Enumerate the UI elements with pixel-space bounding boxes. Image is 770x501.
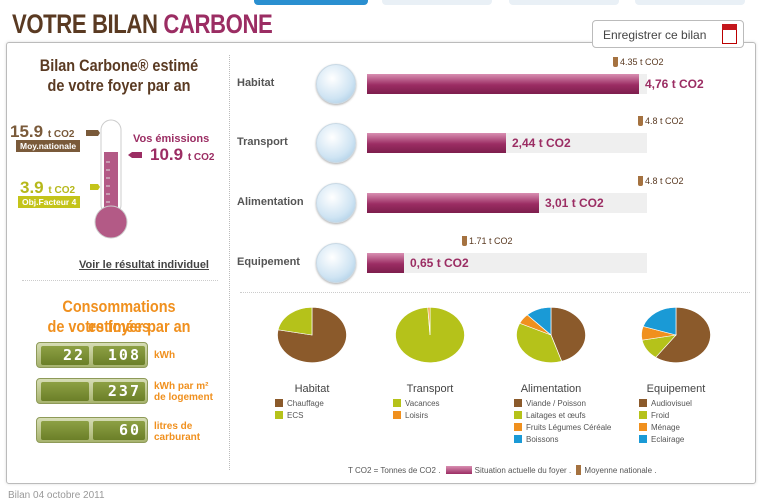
legend-item: ECS bbox=[275, 410, 324, 422]
pie-slice bbox=[655, 307, 711, 363]
legend-item: Froid bbox=[639, 410, 692, 422]
tab-2[interactable] bbox=[382, 0, 492, 5]
pie-slice bbox=[642, 307, 677, 336]
national-average-mark: 1.71 t CO2 bbox=[462, 236, 513, 246]
legend-item: Laitages et œufs bbox=[514, 410, 611, 422]
page-title: VOTRE BILAN CARBONE bbox=[12, 9, 273, 39]
objective-value: 3.9 t CO2 bbox=[20, 178, 76, 197]
national-average-label: Moy.nationale bbox=[16, 140, 81, 152]
legend-item: Eclairage bbox=[639, 434, 692, 446]
bar-equipement bbox=[367, 253, 404, 273]
national-average: 15.9 t CO2 bbox=[10, 122, 75, 141]
fuel-counter: 60 bbox=[36, 417, 148, 443]
pie-title: Transport bbox=[406, 383, 454, 395]
pie-alimentation bbox=[516, 307, 586, 363]
pie-legend: Audiovisuel Froid Ménage Eclairage bbox=[639, 398, 692, 446]
national-average-mark: 4.35 t CO2 bbox=[613, 57, 664, 67]
pie-legend: Vacances Loisirs bbox=[393, 398, 440, 422]
save-button[interactable]: Enregistrer ce bilan bbox=[592, 20, 744, 48]
category-label-alimentation: Alimentation bbox=[237, 196, 304, 208]
pie-legend: Viande / Poisson Laitages et œufs Fruits L… bbox=[514, 398, 611, 446]
chart-legend: T CO2 = Tonnes de CO2 . Situation actuel… bbox=[348, 465, 657, 475]
consumption-title-1: Consommations estimées bbox=[62, 297, 176, 336]
your-emissions-value: 10.9 t CO2 bbox=[150, 145, 215, 164]
legend-item: Chauffage bbox=[275, 398, 324, 410]
surface-unit: kWh par m² de logement bbox=[154, 381, 213, 403]
bar-value-label: 4,76 t CO2 bbox=[645, 77, 704, 91]
category-label-habitat: Habitat bbox=[237, 77, 275, 89]
pie-slice bbox=[526, 307, 552, 336]
pie-title: Equipement bbox=[646, 383, 706, 395]
chart-divider bbox=[240, 292, 750, 293]
pie-slice bbox=[277, 307, 347, 363]
road-icon bbox=[316, 123, 356, 163]
legend-item: Vacances bbox=[393, 398, 440, 410]
category-label-transport: Transport bbox=[237, 136, 288, 148]
pie-slice bbox=[277, 307, 313, 336]
current-situation-swatch bbox=[445, 466, 472, 474]
surface-counter: 237 bbox=[36, 378, 148, 404]
bar-transport bbox=[367, 133, 506, 153]
tab-active[interactable] bbox=[254, 0, 368, 5]
pie-habitat bbox=[277, 307, 347, 363]
bar-track bbox=[367, 253, 647, 273]
left-title-2: de votre foyer par an bbox=[47, 76, 191, 95]
your-emissions-label: Vos émissions bbox=[133, 133, 210, 145]
objective-label: Obj.Facteur 4 bbox=[18, 196, 81, 208]
consumption-title-2: de votre foyer par an bbox=[47, 317, 191, 336]
bar-value-label: 0,65 t CO2 bbox=[410, 256, 469, 270]
left-divider bbox=[22, 280, 218, 281]
pie-legend: Chauffage ECS bbox=[275, 398, 324, 422]
bar-value-label: 3,01 t CO2 bbox=[545, 196, 604, 210]
bar-alimentation bbox=[367, 193, 539, 213]
legend-item: Viande / Poisson bbox=[514, 398, 611, 410]
pie-equipement bbox=[641, 307, 711, 363]
legend-item: Audiovisuel bbox=[639, 398, 692, 410]
appliance-icon bbox=[316, 243, 356, 283]
pie-slice bbox=[427, 307, 431, 336]
thermometer-icon bbox=[86, 119, 142, 239]
pie-title: Habitat bbox=[294, 383, 330, 395]
category-label-equipement: Equipement bbox=[237, 256, 300, 268]
legend-item: Ménage bbox=[639, 422, 692, 434]
legend-item: Loisirs bbox=[393, 410, 440, 422]
individual-result-link[interactable]: Voir le résultat individuel bbox=[79, 259, 209, 271]
legend-item: Fruits Légumes Céréale bbox=[514, 422, 611, 434]
food-basket-icon bbox=[316, 183, 356, 223]
pie-slice bbox=[516, 322, 563, 363]
bar-value-label: 2,44 t CO2 bbox=[512, 136, 571, 150]
pie-transport bbox=[395, 307, 465, 363]
left-title-1: Bilan Carbone® estimé bbox=[39, 56, 199, 75]
legend-item: Boissons bbox=[514, 434, 611, 446]
tab-4[interactable] bbox=[635, 0, 745, 5]
national-average-marker bbox=[576, 465, 582, 475]
national-average-mark: 4.8 t CO2 bbox=[638, 176, 684, 186]
fuel-unit: litres de carburant bbox=[154, 421, 201, 443]
column-divider bbox=[229, 55, 230, 470]
pdf-icon bbox=[722, 24, 737, 44]
report-date: Bilan 04 octobre 2011 bbox=[8, 490, 105, 501]
bar-habitat bbox=[367, 74, 639, 94]
energy-counter: 22 108 bbox=[36, 342, 148, 368]
house-icon bbox=[316, 64, 356, 104]
tab-3[interactable] bbox=[509, 0, 619, 5]
energy-unit: kWh bbox=[154, 350, 176, 361]
pie-title: Alimentation bbox=[520, 383, 582, 395]
pie-slice bbox=[550, 307, 586, 362]
national-average-mark: 4.8 t CO2 bbox=[638, 116, 684, 126]
